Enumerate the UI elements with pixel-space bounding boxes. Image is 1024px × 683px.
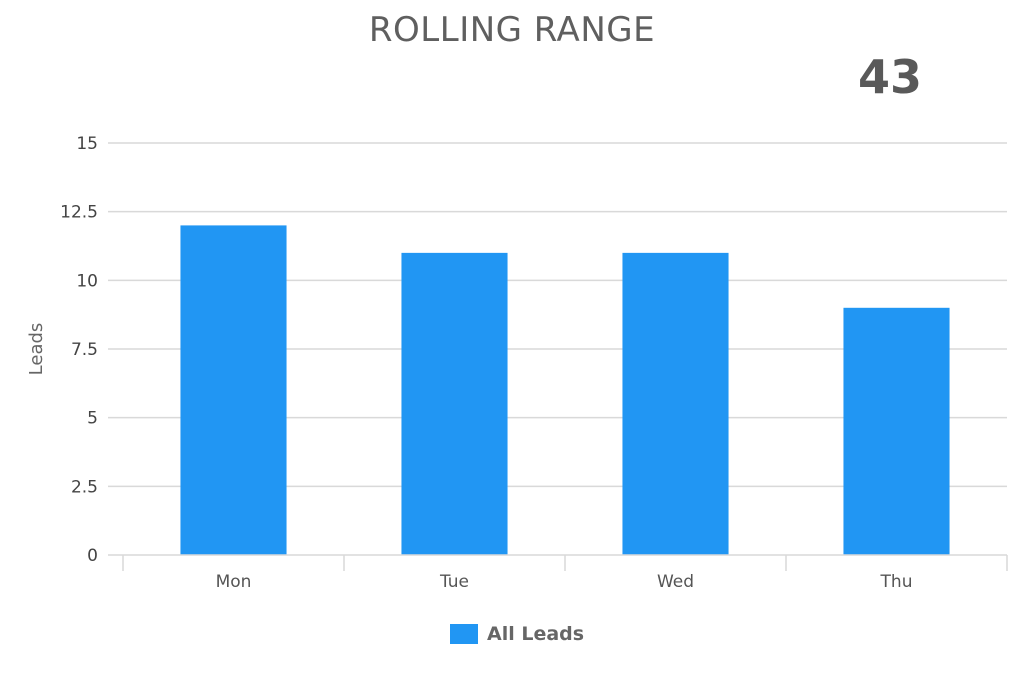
x-category-label: Wed: [657, 572, 694, 592]
y-tick-label: 15: [76, 134, 98, 154]
x-category-label: Mon: [216, 572, 252, 592]
x-category-label: Tue: [439, 572, 469, 592]
y-tick-label: 0: [87, 546, 98, 566]
bars: [180, 225, 950, 555]
highlight-value: 43: [857, 50, 922, 104]
chart-title: ROLLING RANGE: [368, 10, 656, 50]
bar-thu: [843, 307, 950, 555]
bar-mon: [180, 225, 287, 555]
bar-tue: [401, 252, 508, 555]
legend[interactable]: All Leads: [450, 623, 584, 645]
bar-wed: [622, 252, 729, 555]
y-tick-label: 7.5: [71, 340, 98, 360]
x-category-labels: Mon Tue Wed Thu: [216, 572, 913, 592]
legend-swatch: [450, 624, 478, 644]
y-tick-label: 10: [76, 271, 98, 291]
x-axis: [108, 554, 1008, 571]
y-tick-label: 2.5: [71, 477, 98, 497]
y-tick-label: 12.5: [60, 203, 98, 223]
y-axis-title: Leads: [26, 323, 47, 376]
x-category-label: Thu: [880, 572, 913, 592]
legend-label: All Leads: [487, 623, 585, 645]
y-tick-labels: 0 2.5 5 7.5 10 12.5 15: [60, 134, 98, 566]
y-tick-label: 5: [87, 409, 98, 429]
